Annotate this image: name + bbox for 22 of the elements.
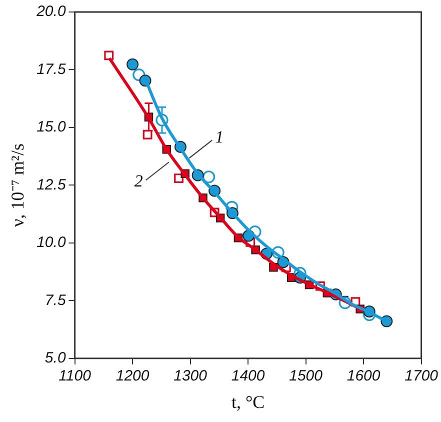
- y-tick-label: 5.0: [44, 350, 66, 367]
- x-tick-label: 1300: [174, 368, 208, 385]
- point: [104, 50, 114, 60]
- x-tick-label: 1200: [116, 368, 150, 385]
- annotation: 2: [134, 172, 144, 191]
- y-tick-label: 17.5: [36, 60, 66, 78]
- y-tick-label: 20.0: [36, 3, 66, 20]
- x-tick-label: 1100: [58, 368, 92, 385]
- x-tick-label: 1500: [289, 368, 324, 385]
- point: [202, 170, 216, 184]
- x-tick-label: 1400: [231, 368, 266, 385]
- x-tick-label: 1700: [404, 368, 439, 385]
- point: [126, 58, 139, 70]
- x-tick-label: 1600: [346, 368, 381, 385]
- y-tick-label: 10.0: [36, 234, 66, 252]
- y-tick-label: 15.0: [36, 118, 66, 136]
- annotation: 1: [215, 128, 224, 147]
- y-axis-title: ν, 10⁻⁷ m²/s: [8, 144, 28, 227]
- point: [142, 130, 152, 140]
- x-axis-title: t, °C: [231, 392, 265, 412]
- y-tick-label: 12.5: [36, 176, 66, 194]
- y-tick-label: 7.5: [44, 292, 66, 309]
